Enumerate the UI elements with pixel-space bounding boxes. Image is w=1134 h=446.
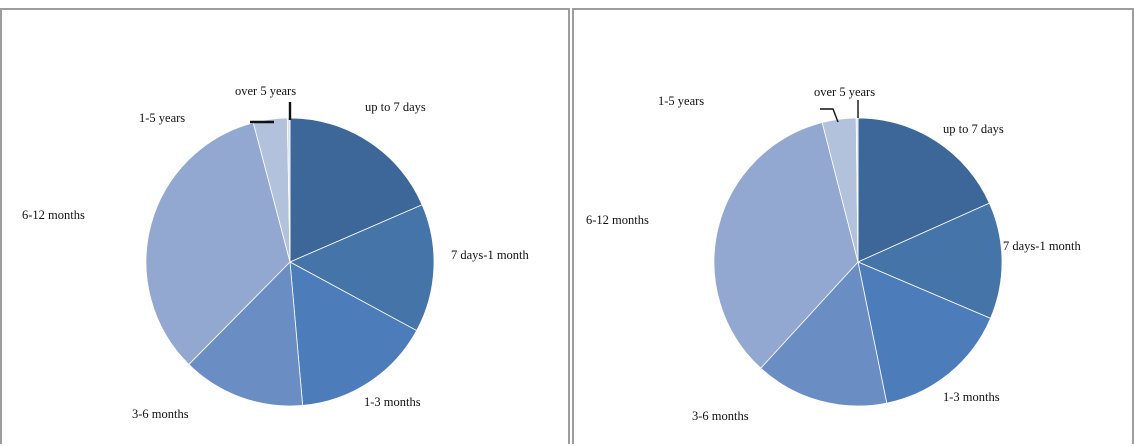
chart-panel-right: up to 7 days 7 days-1 month 1-3 months 3-6 … <box>572 8 1134 444</box>
slice-label-1-3-months-left: 1-3 months <box>364 395 421 409</box>
slice-label-7-days-1-month-right: 7 days-1 month <box>1003 239 1082 253</box>
pie-slice-up-to-7-days-right <box>857 117 990 263</box>
pie-slice-1-3-months-right <box>857 261 992 404</box>
pie-chart-right: up to 7 days 7 days-1 month 1-3 months 3-6 … <box>586 85 1082 423</box>
slice-label-3-6-months-right: 3-6 months <box>692 409 749 423</box>
slice-label-over-5-years-left: over 5 years <box>235 84 296 98</box>
pie-slice-3-6-months-right <box>760 261 888 407</box>
pie-slice-6-12-months-right <box>713 122 859 369</box>
slice-label-over-5-years-right: over 5 years <box>814 85 875 99</box>
slice-label-6-12-months-left: 6-12 months <box>22 208 85 222</box>
slice-label-7-days-1-month-left: 7 days-1 month <box>451 248 530 262</box>
slice-label-1-5-years-left: 1-5 years <box>139 111 185 125</box>
slice-label-6-12-months-right: 6-12 months <box>586 213 649 227</box>
pie-slice-7-days-1-month-left <box>289 204 435 332</box>
pie-slice-7-days-1-month-right <box>857 202 1003 319</box>
slice-label-3-6-months-left: 3-6 months <box>132 407 189 421</box>
slice-label-1-5-years-right: 1-5 years <box>658 94 704 108</box>
pie-slice-6-12-months-left <box>145 122 291 366</box>
chart-panel-left: up to 7 days 7 days-1 month 1-3 months 3-6 … <box>0 8 570 444</box>
slice-label-up-to-7-days-right: up to 7 days <box>943 122 1004 136</box>
slice-label-up-to-7-days-left: up to 7 days <box>365 100 426 114</box>
pie-slice-1-3-months-left <box>289 261 418 406</box>
leader-line-1-right <box>820 108 839 123</box>
pie-slice-up-to-7-days-left <box>289 117 423 263</box>
pie-chart-left: up to 7 days 7 days-1 month 1-3 months 3-6 … <box>22 84 530 421</box>
pie-slice-3-6-months-left <box>188 261 304 407</box>
slice-label-1-3-months-right: 1-3 months <box>943 390 1000 404</box>
